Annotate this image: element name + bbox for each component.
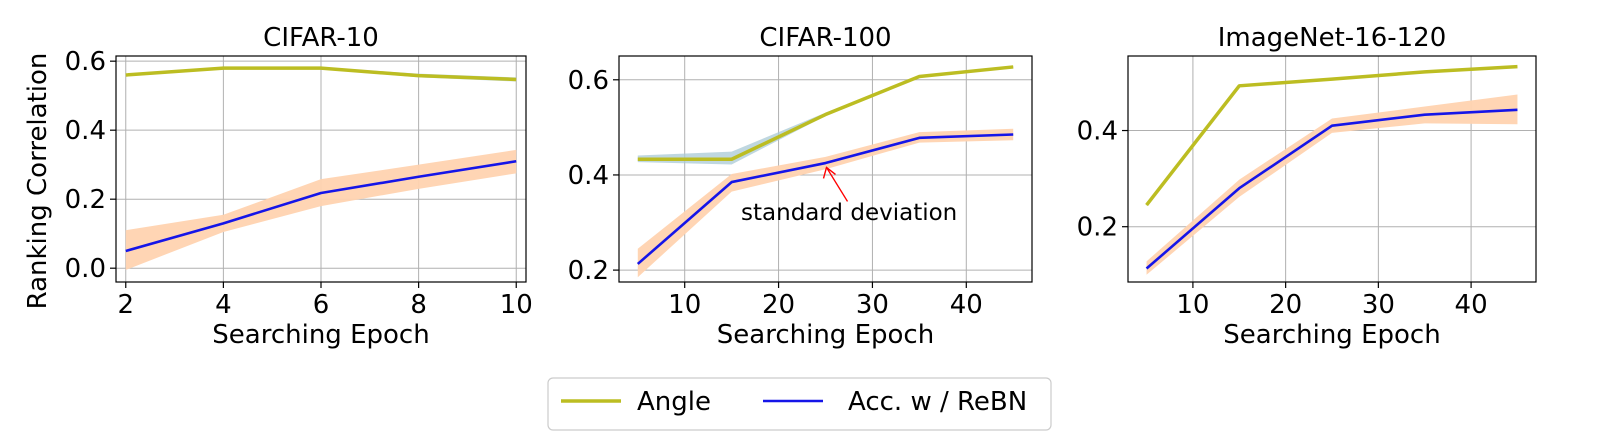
series-line-angle: [125, 66, 517, 82]
x-axis-label: Searching Epoch: [1223, 320, 1440, 350]
y-tick-label: 0.2: [568, 256, 609, 286]
y-tick-label: 0.4: [1077, 117, 1118, 147]
y-tick-label: 0.4: [65, 116, 106, 146]
x-tick-label: 30: [856, 290, 889, 320]
x-tick-label: 10: [1176, 290, 1209, 320]
x-tick-label: 2: [117, 290, 134, 320]
legend-label-acc-rebn: Acc. w / ReBN: [848, 387, 1027, 417]
x-tick-label: 40: [1455, 290, 1488, 320]
legend: Angle Acc. w / ReBN: [547, 377, 1052, 431]
x-tick-label: 8: [410, 290, 427, 320]
series-line-angle: [1145, 64, 1518, 207]
charts-area: 2 4 6 8 10 0.0 0.2 0.4 0.6 CIFAR-10 Searching Epoc…: [23, 23, 1537, 350]
x-tick-label: 30: [1362, 290, 1395, 320]
std-band-acc-w-rebn: [637, 128, 1014, 278]
y-axis-label: Ranking Correlation: [23, 53, 53, 310]
x-tick-label: 20: [762, 290, 795, 320]
x-tick-label: 6: [313, 290, 330, 320]
x-axis-label: Searching Epoch: [717, 320, 934, 350]
y-tick-label: 0.2: [65, 185, 106, 215]
std-band-acc-w-rebn: [1146, 94, 1518, 275]
chart-cifar-100: 10 20 30 40 0.2 0.4 0.6 CIFAR-100 Searching Epoc…: [568, 23, 1033, 350]
y-tick-label: 0.0: [65, 254, 106, 284]
chart-title: CIFAR-100: [759, 23, 891, 53]
plot-frame: [1127, 55, 1537, 283]
std-band-angle: [125, 67, 517, 82]
series-line-acc-w-rebn: [125, 159, 517, 253]
y-tick-label: 0.2: [1077, 213, 1118, 243]
series-line-acc-w-rebn: [636, 133, 1014, 265]
series-line-acc-w-rebn: [1145, 108, 1518, 270]
legend-label-angle: Angle: [637, 387, 711, 417]
annotation-arrow-head: [822, 166, 836, 179]
x-tick-label: 10: [500, 290, 533, 320]
plot-frame: [618, 55, 1033, 283]
x-tick-label: 20: [1269, 290, 1302, 320]
legend-frame: [547, 377, 1052, 431]
annotation-text: standard deviation: [741, 200, 957, 226]
series-line-angle: [637, 65, 1014, 161]
chart-title: ImageNet-16-120: [1218, 23, 1447, 53]
chart-imagenet-16-120: 10 20 30 40 0.2 0.4 ImageNet-16-120 Searching E…: [1077, 23, 1537, 350]
x-tick-label: 40: [950, 290, 983, 320]
std-band-acc-w-rebn: [125, 149, 517, 270]
x-tick-label: 10: [668, 290, 701, 320]
y-tick-label: 0.6: [568, 66, 609, 96]
x-tick-label: 4: [215, 290, 232, 320]
chart-title: CIFAR-10: [263, 23, 379, 53]
chart-cifar-10: 2 4 6 8 10 0.0 0.2 0.4 0.6 CIFAR-10 Searching Epoc…: [23, 23, 533, 350]
y-tick-label: 0.6: [65, 47, 106, 77]
x-axis-label: Searching Epoch: [212, 320, 429, 350]
annotation-arrow: [825, 167, 849, 202]
y-tick-label: 0.4: [568, 161, 609, 191]
